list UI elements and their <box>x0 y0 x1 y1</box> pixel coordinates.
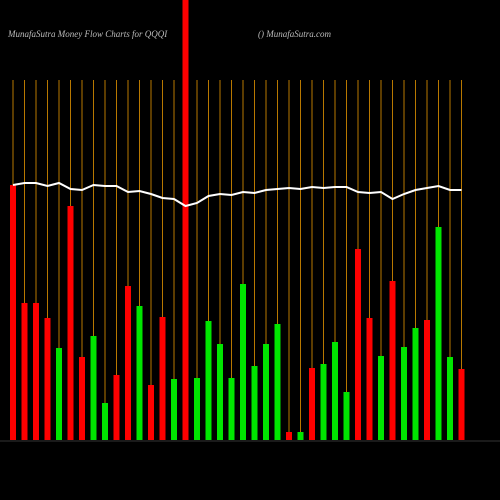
bar <box>125 286 131 440</box>
bar <box>332 342 338 440</box>
bar <box>274 324 281 440</box>
bar <box>217 344 223 440</box>
bar <box>401 347 407 440</box>
bar <box>33 303 39 440</box>
bar <box>136 306 143 440</box>
bar <box>343 392 350 440</box>
bar <box>435 227 442 440</box>
bar <box>44 318 51 440</box>
bar <box>113 375 120 440</box>
bar <box>79 357 85 440</box>
bar <box>159 317 166 440</box>
bar <box>389 281 396 440</box>
bar <box>320 364 327 440</box>
bar <box>240 284 246 440</box>
bar <box>309 368 315 440</box>
bar <box>297 432 304 440</box>
bar <box>458 369 465 440</box>
bar <box>228 378 235 440</box>
bar <box>171 379 177 440</box>
bar <box>194 378 200 440</box>
money-flow-line <box>12 181 462 208</box>
bar <box>355 249 361 440</box>
bar <box>56 348 62 440</box>
bar <box>102 403 108 440</box>
bar <box>263 344 269 440</box>
bar <box>67 206 74 440</box>
chart-title: MunafaSutra Money Flow Charts for QQQI <box>7 29 168 39</box>
bar <box>286 432 292 440</box>
bar <box>251 366 258 440</box>
bar <box>378 356 384 440</box>
bar <box>412 328 419 440</box>
bar <box>21 303 28 440</box>
bar <box>366 318 373 440</box>
bar <box>10 185 16 440</box>
bar <box>424 320 430 440</box>
bar <box>90 336 97 440</box>
bar <box>148 385 154 440</box>
bar <box>182 0 189 440</box>
bar <box>205 321 212 440</box>
bar <box>447 357 453 440</box>
chart-subtitle: () MunafaSutra.com <box>258 29 331 39</box>
